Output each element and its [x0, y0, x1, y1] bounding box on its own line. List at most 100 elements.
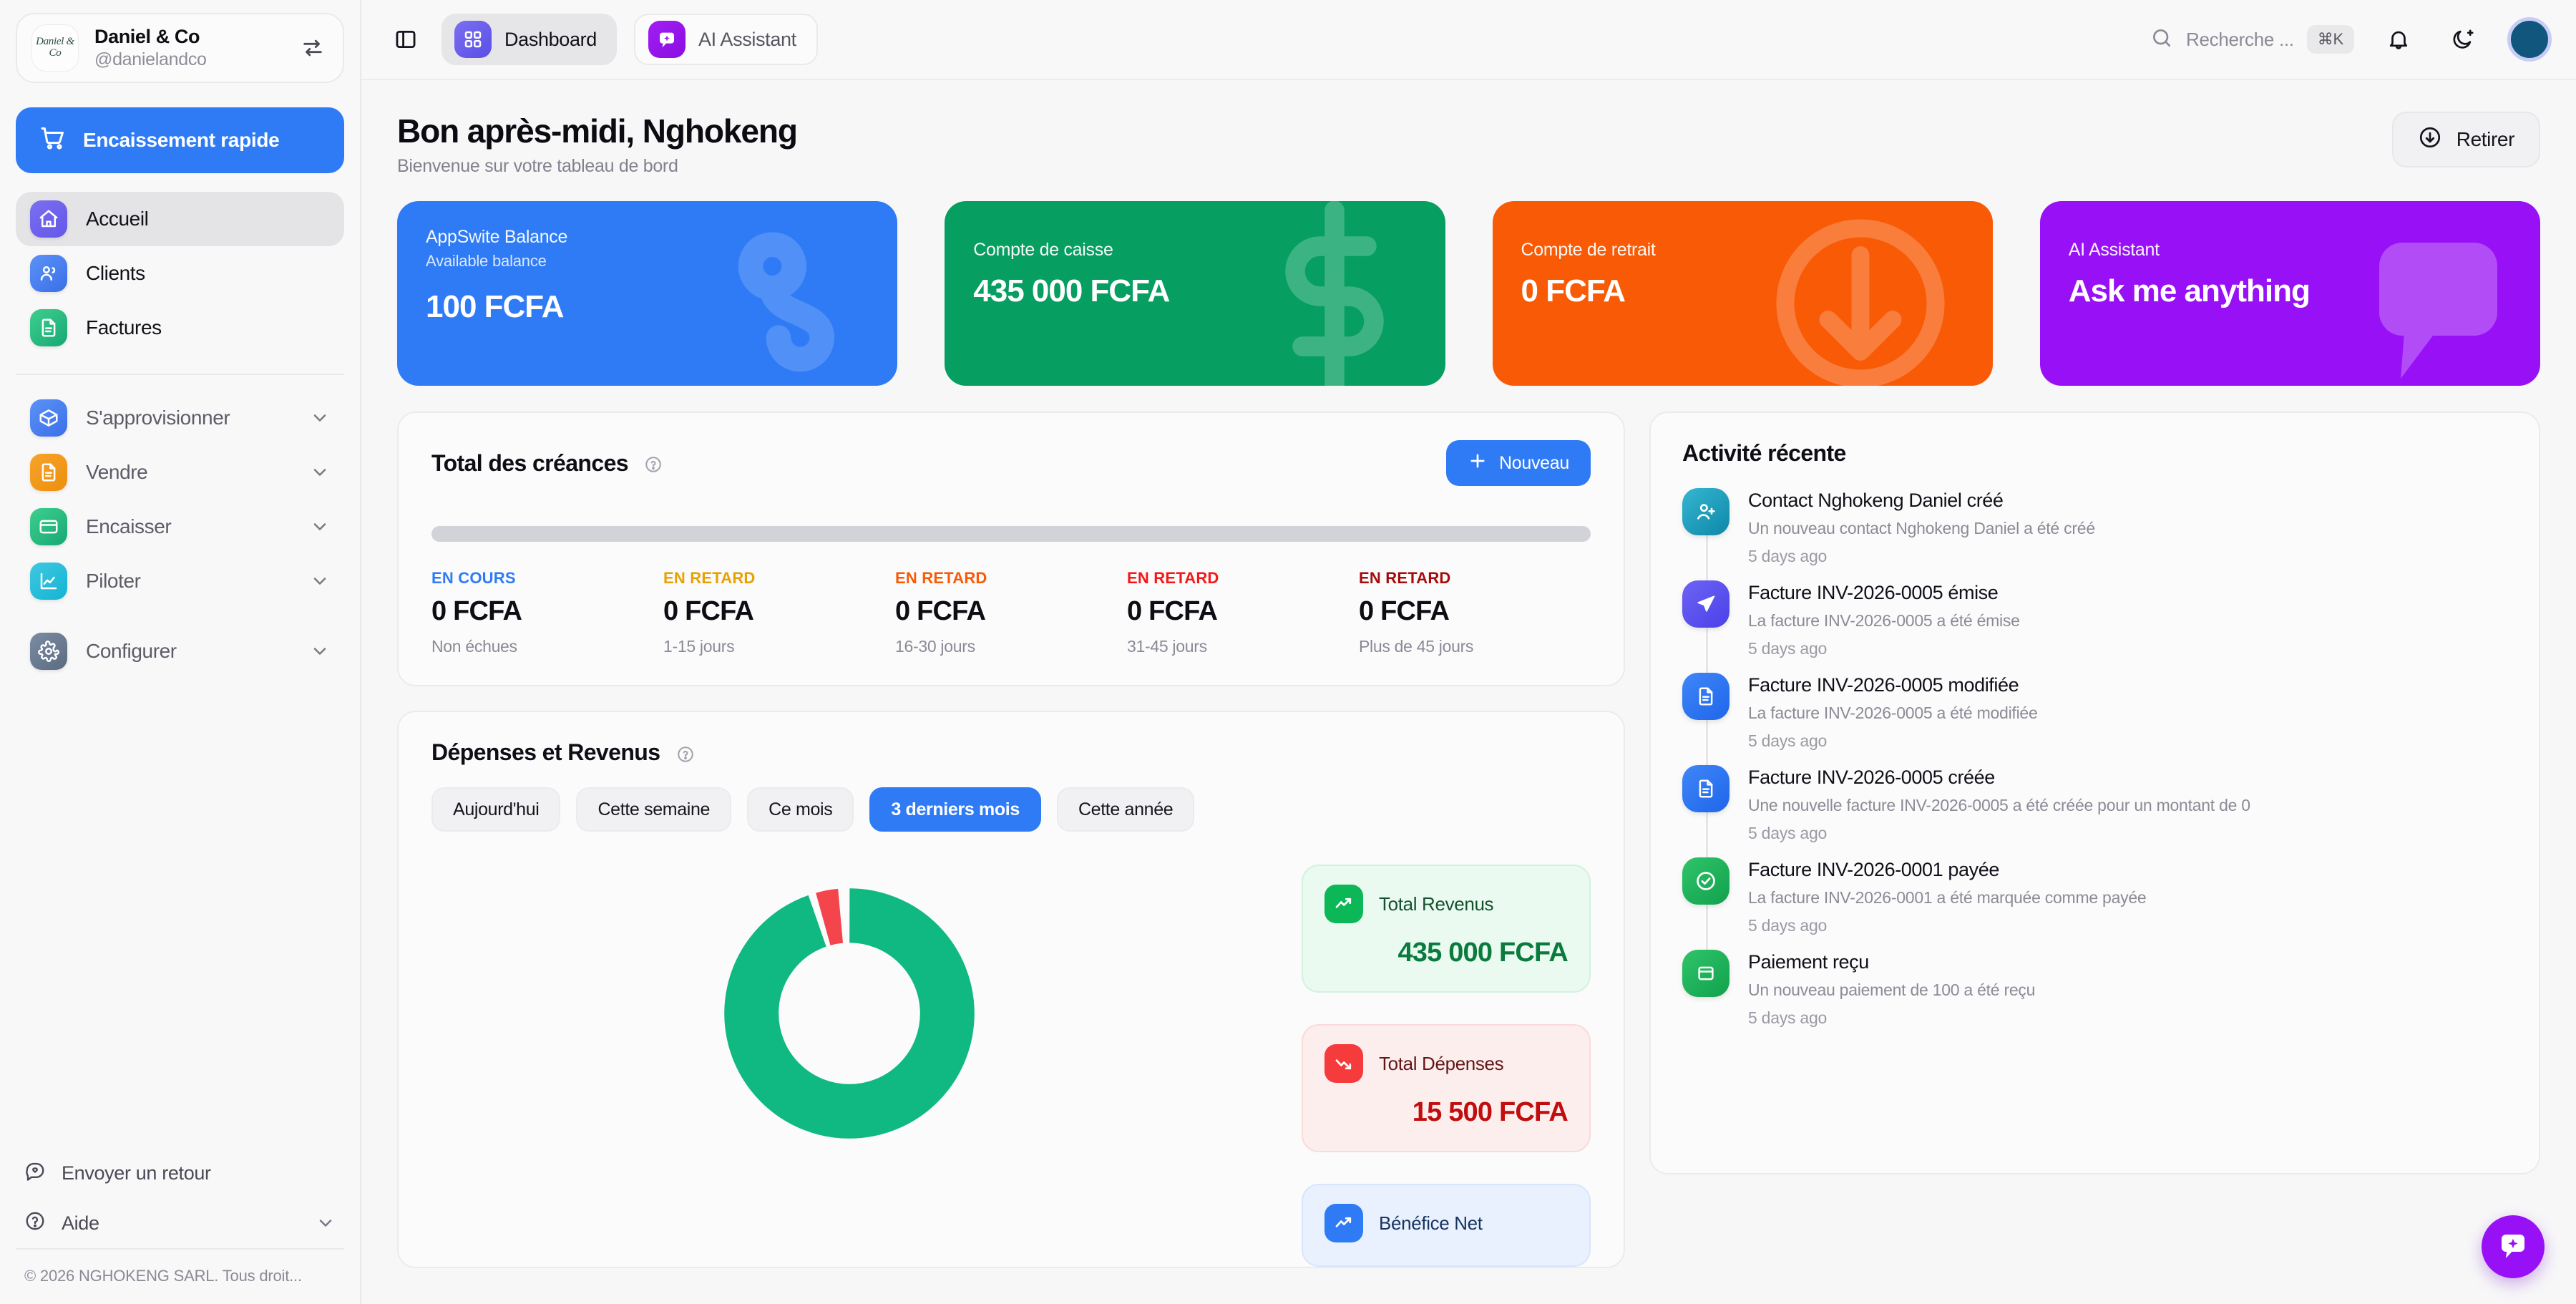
ai-chat-fab[interactable]	[2482, 1215, 2545, 1278]
org-handle: @danielandco	[94, 49, 207, 69]
bucket-value: 0 FCFA	[895, 596, 986, 626]
activity-heading: Facture INV-2026-0001 payée	[1748, 859, 1999, 881]
receivables-bucket: EN RETARD 0 FCFA Plus de 45 jours	[1359, 569, 1591, 656]
arrow-down-circle-icon	[2418, 125, 2442, 155]
list-item[interactable]: Facture INV-2026-0005 modifiée La factur…	[1682, 673, 2507, 769]
trend-up-icon	[1324, 885, 1363, 923]
tab-dashboard-label: Dashboard	[504, 28, 597, 50]
donut-slice-revenus	[724, 888, 975, 1139]
kpi-label: Total Revenus	[1379, 892, 1494, 915]
bucket-status: EN RETARD	[663, 569, 756, 587]
avatar[interactable]	[2507, 17, 2552, 62]
tab-ai-assistant[interactable]: AI Assistant	[633, 14, 818, 65]
sparkle-chat-watermark	[2347, 218, 2526, 386]
sidebar-item-encaisser[interactable]: Encaisser	[16, 500, 344, 554]
sidebar-item-piloter[interactable]: Piloter	[16, 554, 344, 608]
moon-star-icon[interactable]	[2443, 19, 2483, 59]
sidebar-item-factures[interactable]: Factures	[16, 301, 344, 355]
chevron-down-icon[interactable]	[310, 408, 330, 428]
new-receivable-label: Nouveau	[1499, 452, 1569, 473]
org-name: Daniel & Co	[94, 26, 200, 47]
box-icon	[30, 399, 67, 437]
withdraw-button[interactable]: Retirer	[2391, 112, 2540, 167]
help-label: Aide	[62, 1212, 99, 1234]
kpi-list: Total Revenus 435 000 FCFA	[1302, 865, 1591, 1267]
expenses-body: Total Revenus 435 000 FCFA	[431, 865, 1591, 1267]
new-receivable-button[interactable]: Nouveau	[1446, 440, 1591, 486]
stat-card-label: AppSwite Balance	[426, 227, 568, 247]
tab-dashboard[interactable]: Dashboard	[441, 14, 617, 65]
chevron-down-icon[interactable]	[310, 462, 330, 482]
bell-icon[interactable]	[2379, 19, 2419, 59]
activity-detail: Une nouvelle facture INV-2026-0005 a été…	[1748, 796, 2250, 815]
period-filter-aujourdhui[interactable]: Aujourd'hui	[431, 787, 561, 832]
stat-card-ai-assistant[interactable]: AI Assistant Ask me anything	[2039, 201, 2540, 386]
send-feedback-button[interactable]: Envoyer un retour	[16, 1148, 344, 1198]
quick-checkout-button[interactable]: Encaissement rapide	[16, 107, 344, 173]
help-circle-icon[interactable]	[676, 745, 695, 764]
page-title: Bon après-midi, Nghokeng	[397, 112, 798, 150]
ai-chat-icon	[648, 21, 686, 58]
stat-card-label: AI Assistant	[2068, 240, 2160, 260]
chevron-down-icon[interactable]	[310, 517, 330, 537]
stat-card-compte-de-retrait[interactable]: Compte de retrait 0 FCFA	[1492, 201, 1993, 386]
sidebar-item-accueil[interactable]: Accueil	[16, 192, 344, 246]
list-item[interactable]: Paiement reçu Un nouveau paiement de 100…	[1682, 950, 2507, 1042]
receivables-title: Total des créances	[431, 450, 663, 477]
period-filter-3-derniers-mois[interactable]: 3 derniers mois	[869, 787, 1041, 832]
list-item[interactable]: Facture INV-2026-0005 créée Une nouvelle…	[1682, 765, 2507, 861]
activity-detail: La facture INV-2026-0005 a été émise	[1748, 611, 2020, 631]
shopping-cart-icon	[40, 125, 66, 156]
chevron-down-icon[interactable]	[310, 641, 330, 661]
receivables-buckets: EN COURS 0 FCFA Non échues EN RETARD 0 F…	[431, 569, 1591, 656]
stat-card-compte-de-caisse[interactable]: Compte de caisse 435 000 FCFA	[945, 201, 1445, 386]
activity-detail: Un nouveau contact Nghokeng Daniel a été…	[1748, 519, 2095, 537]
period-filter-ce-mois[interactable]: Ce mois	[747, 787, 854, 832]
switch-accounts-icon[interactable]	[297, 36, 328, 60]
sidebar-item-configurer[interactable]: Configurer	[16, 624, 344, 678]
activity-time: 5 days ago	[1748, 916, 1828, 935]
list-item[interactable]: Facture INV-2026-0005 émise La facture I…	[1682, 580, 2507, 676]
sidebar-item-label: S'approvisionner	[86, 407, 230, 429]
bucket-value: 0 FCFA	[663, 596, 754, 626]
sidebar-item-label: Clients	[86, 262, 145, 284]
bucket-value: 0 FCFA	[1359, 596, 1450, 626]
org-logo-text: Daniel & Co	[36, 36, 74, 59]
org-switcher[interactable]: Daniel & Co Daniel & Co @danielandco	[16, 13, 344, 83]
chevron-down-icon[interactable]	[316, 1213, 336, 1233]
search-shortcut-badge: ⌘K	[2306, 25, 2354, 54]
chart-line-icon	[30, 563, 67, 600]
bucket-status: EN RETARD	[895, 569, 987, 587]
dollar-sign-watermark	[1252, 201, 1417, 386]
search-input[interactable]: Recherche ... ⌘K	[2150, 25, 2354, 54]
timeline-rail	[1706, 902, 1708, 953]
sidebar-item-clients[interactable]: Clients	[16, 246, 344, 301]
send-icon	[1682, 580, 1729, 628]
list-item[interactable]: Contact Nghokeng Daniel créé Un nouveau …	[1682, 488, 2507, 584]
activity-time: 5 days ago	[1748, 547, 1828, 566]
revenue-expense-donut-chart	[431, 865, 1267, 1267]
sidebar-item-vendre[interactable]: Vendre	[16, 445, 344, 500]
period-filter-cette-annee[interactable]: Cette année	[1056, 787, 1195, 832]
sidebar-item-sapprovisionner[interactable]: S'approvisionner	[16, 391, 344, 445]
help-circle-icon[interactable]	[644, 455, 663, 474]
topbar-actions: Recherche ... ⌘K	[2150, 17, 2552, 62]
chevron-down-icon[interactable]	[310, 571, 330, 591]
ai-chat-icon	[2496, 1228, 2530, 1266]
period-filter-cette-semaine[interactable]: Cette semaine	[576, 787, 732, 832]
stat-card-value: 100 FCFA	[426, 289, 565, 324]
search-placeholder: Recherche ...	[2185, 28, 2294, 50]
invoice-icon	[30, 454, 67, 491]
sidebar: Daniel & Co Daniel & Co @danielandco Enc…	[0, 0, 361, 1304]
list-item[interactable]: Facture INV-2026-0001 payée La facture I…	[1682, 857, 2507, 953]
plus-icon	[1468, 451, 1488, 476]
stat-cards-row: AppSwite Balance Available balance 100 F…	[397, 201, 2540, 386]
stat-card-appswite-balance[interactable]: AppSwite Balance Available balance 100 F…	[397, 201, 898, 386]
mid-grid: Total des créances Nouveau	[397, 412, 2540, 1268]
sidebar-spacer	[16, 678, 344, 1148]
sidebar-toggle-icon[interactable]	[387, 21, 424, 58]
activity-detail: Un nouveau paiement de 100 a été reçu	[1748, 981, 2036, 1000]
help-button[interactable]: Aide	[16, 1198, 344, 1248]
gear-icon	[30, 633, 67, 670]
